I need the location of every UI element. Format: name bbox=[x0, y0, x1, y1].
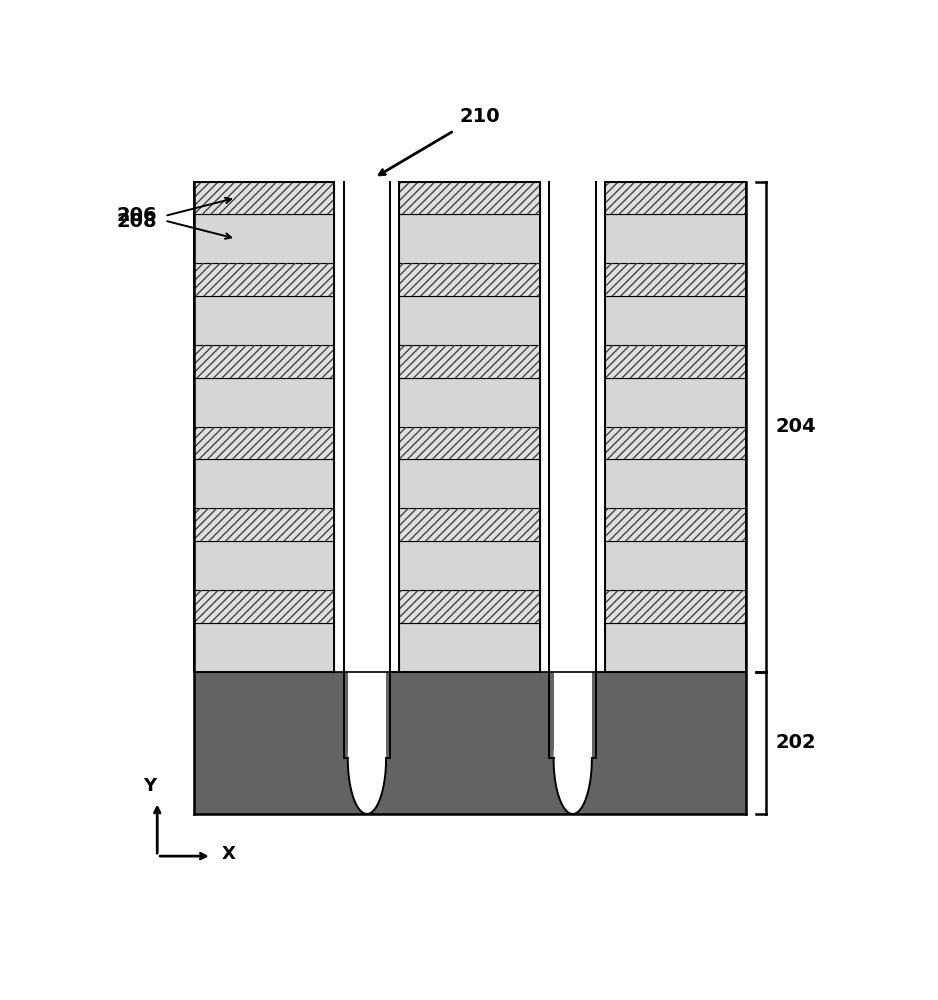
Bar bbox=[400, 508, 540, 541]
Bar bbox=[605, 263, 746, 296]
Bar bbox=[605, 590, 746, 623]
Bar bbox=[400, 296, 540, 345]
Text: 202: 202 bbox=[776, 733, 816, 752]
Bar bbox=[193, 345, 335, 378]
Bar bbox=[400, 345, 540, 378]
Bar bbox=[193, 263, 335, 296]
Text: X: X bbox=[222, 845, 235, 863]
Bar bbox=[400, 345, 540, 378]
Bar bbox=[193, 182, 335, 214]
Bar bbox=[400, 214, 540, 263]
Bar bbox=[605, 378, 746, 427]
Bar bbox=[605, 263, 746, 296]
Text: 210: 210 bbox=[460, 107, 501, 126]
Bar bbox=[193, 427, 335, 459]
Bar bbox=[400, 263, 540, 296]
Bar bbox=[550, 178, 596, 672]
Bar bbox=[400, 508, 540, 541]
Bar bbox=[400, 590, 540, 623]
Bar bbox=[193, 590, 335, 623]
Bar bbox=[193, 541, 335, 590]
Bar bbox=[605, 296, 746, 345]
Bar bbox=[193, 345, 335, 378]
Bar bbox=[348, 668, 386, 758]
Bar bbox=[400, 590, 540, 623]
Text: Y: Y bbox=[144, 777, 157, 795]
Bar bbox=[193, 378, 335, 427]
Ellipse shape bbox=[553, 703, 592, 814]
Bar bbox=[605, 508, 746, 541]
Bar bbox=[605, 427, 746, 459]
Bar bbox=[193, 182, 335, 214]
Bar bbox=[193, 214, 335, 263]
Bar bbox=[193, 296, 335, 345]
Bar bbox=[605, 541, 746, 590]
Bar bbox=[400, 263, 540, 296]
Bar bbox=[343, 178, 390, 672]
Bar bbox=[193, 623, 335, 672]
Bar bbox=[605, 508, 746, 541]
Bar bbox=[605, 182, 746, 214]
Bar bbox=[605, 214, 746, 263]
Bar bbox=[400, 427, 540, 459]
Bar bbox=[605, 427, 746, 459]
Bar bbox=[193, 263, 335, 296]
Bar bbox=[400, 378, 540, 427]
Bar bbox=[400, 182, 540, 214]
Bar bbox=[400, 459, 540, 508]
Bar bbox=[193, 459, 335, 508]
Bar bbox=[193, 508, 335, 541]
Bar bbox=[605, 345, 746, 378]
Text: 208: 208 bbox=[116, 212, 158, 231]
Bar bbox=[193, 672, 746, 814]
Bar bbox=[193, 508, 335, 541]
Bar bbox=[400, 541, 540, 590]
Bar bbox=[605, 182, 746, 214]
Bar bbox=[193, 590, 335, 623]
Ellipse shape bbox=[348, 703, 386, 814]
Bar bbox=[400, 182, 540, 214]
Text: 206: 206 bbox=[116, 206, 158, 225]
Bar bbox=[400, 427, 540, 459]
Bar bbox=[605, 345, 746, 378]
Bar bbox=[193, 427, 335, 459]
Text: 204: 204 bbox=[776, 417, 816, 436]
Bar bbox=[605, 623, 746, 672]
Bar bbox=[605, 590, 746, 623]
Bar bbox=[605, 459, 746, 508]
Bar bbox=[553, 668, 592, 758]
Bar bbox=[400, 623, 540, 672]
